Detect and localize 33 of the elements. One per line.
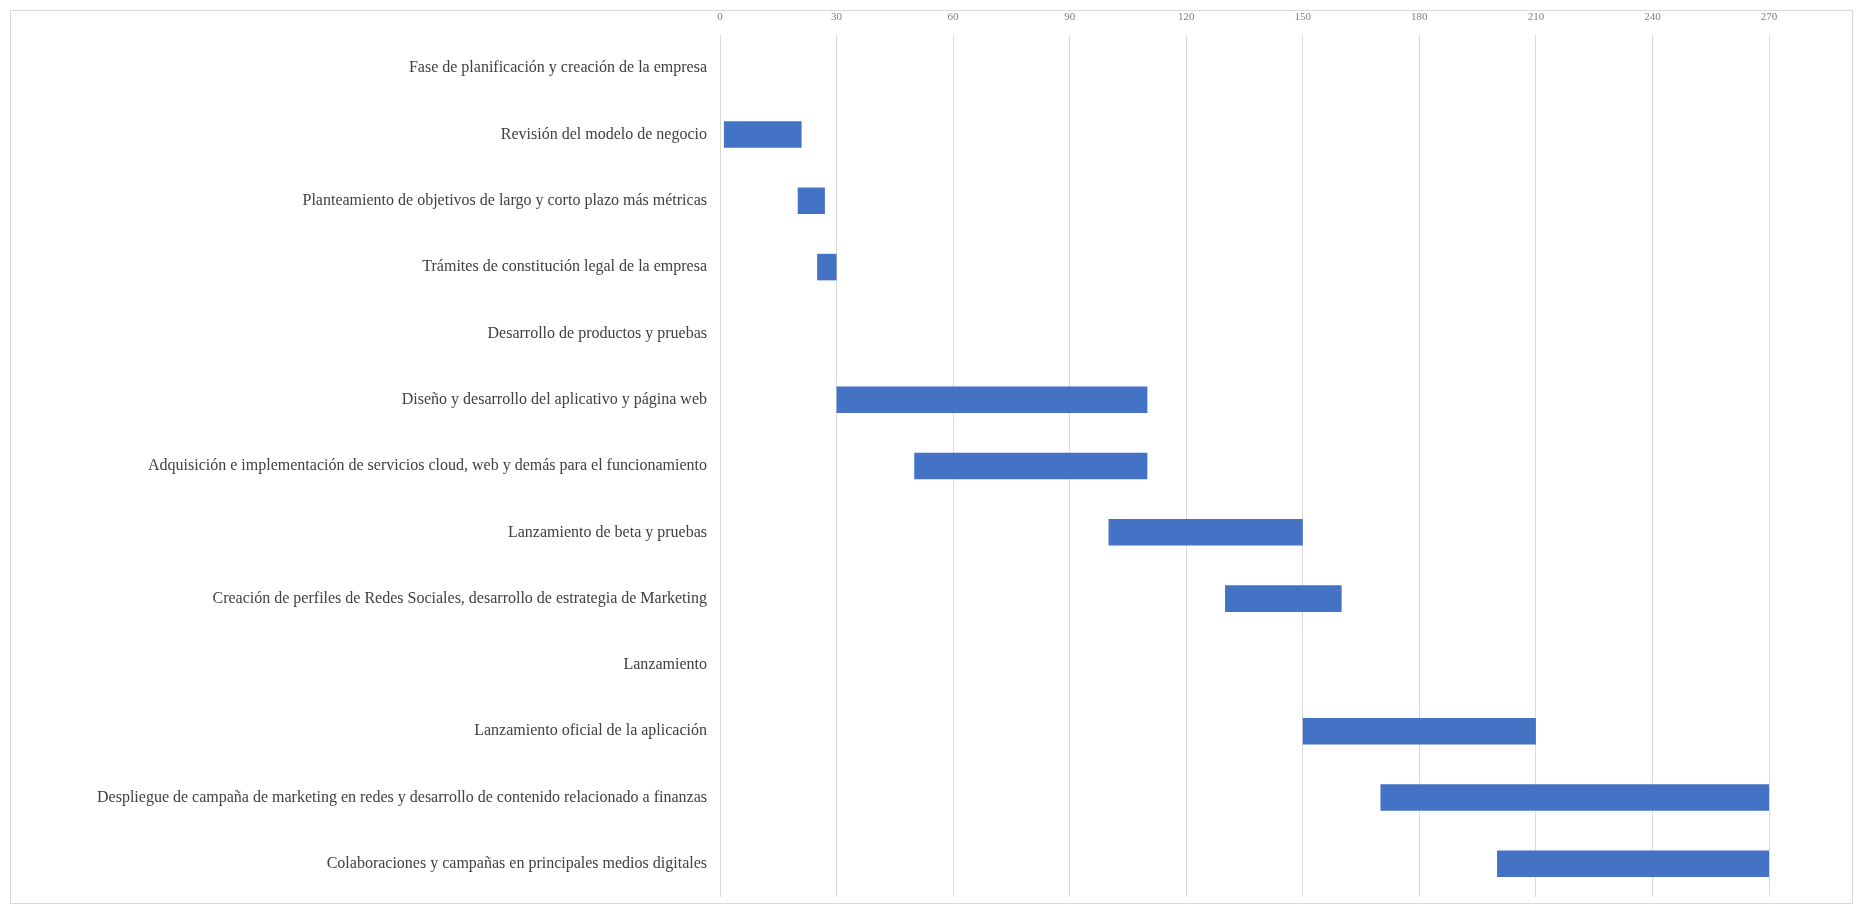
- y-tick-label: Lanzamiento de beta y pruebas: [507, 522, 707, 541]
- y-tick-label: Trámites de constitución legal de la empresa: [422, 257, 707, 276]
- y-tick-label: Creación de perfiles de Redes Sociales, desarrollo de estrategia de Marketing: [212, 588, 707, 607]
- bar: [1380, 784, 1769, 811]
- bar: [1108, 519, 1303, 546]
- x-tick-label: 270: [1760, 10, 1778, 23]
- bar: [723, 121, 802, 148]
- x-tick-label: 60: [947, 10, 960, 23]
- bar: [797, 187, 825, 215]
- x-tick-label: 180: [1411, 10, 1429, 23]
- x-tick-label: 240: [1644, 10, 1662, 23]
- bar: [817, 253, 837, 281]
- bar: [1225, 585, 1342, 612]
- bar: [836, 386, 1148, 413]
- y-tick-label: Revisión del modelo de negocio: [500, 124, 707, 143]
- bar: [914, 452, 1148, 480]
- y-tick-label: Planteamiento de objetivos de largo y corto plazo más métricas: [302, 190, 707, 209]
- y-tick-label: Fase de planificación y creación de la empresa: [408, 58, 707, 77]
- y-tick-label: Colaboraciones y campañas en principales medios digitales: [326, 854, 707, 873]
- x-tick-label: 0: [717, 10, 724, 23]
- bar: [1302, 717, 1536, 745]
- x-tick-label: 120: [1177, 10, 1195, 23]
- bar: [1497, 850, 1769, 878]
- y-tick-label: Desarrollo de productos y pruebas: [487, 323, 707, 342]
- y-tick-label: Adquisición e implementación de servicios cloud, web y demás para el funcionamiento: [148, 456, 707, 475]
- x-tick-label: 30: [831, 10, 843, 23]
- x-tick-label: 210: [1527, 10, 1545, 23]
- y-tick-label: Lanzamiento: [623, 655, 707, 673]
- y-tick-label: Diseño y desarrollo del aplicativo y página web: [401, 389, 707, 408]
- y-tick-label: Despliegue de campaña de marketing en redes y desarrollo de contenido relacionado a finanzas: [97, 787, 707, 806]
- x-tick-label: 150: [1294, 10, 1312, 23]
- x-tick-label: 90: [1064, 10, 1076, 23]
- y-tick-label: Lanzamiento oficial de la aplicación: [474, 721, 707, 740]
